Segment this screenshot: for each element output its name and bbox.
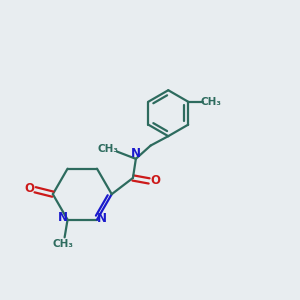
Text: CH₃: CH₃ [201,97,222,107]
Text: O: O [150,174,160,188]
Text: N: N [58,211,68,224]
Text: CH₃: CH₃ [98,144,119,154]
Text: O: O [24,182,34,195]
Text: N: N [131,147,141,160]
Text: N: N [97,212,107,225]
Text: CH₃: CH₃ [52,239,74,249]
